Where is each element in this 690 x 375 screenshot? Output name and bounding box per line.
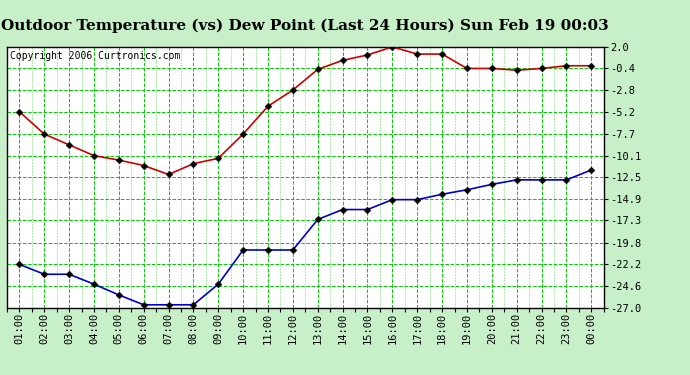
- Text: Outdoor Temperature (vs) Dew Point (Last 24 Hours) Sun Feb 19 00:03: Outdoor Temperature (vs) Dew Point (Last…: [1, 18, 609, 33]
- Text: Copyright 2006 Curtronics.com: Copyright 2006 Curtronics.com: [10, 51, 180, 61]
